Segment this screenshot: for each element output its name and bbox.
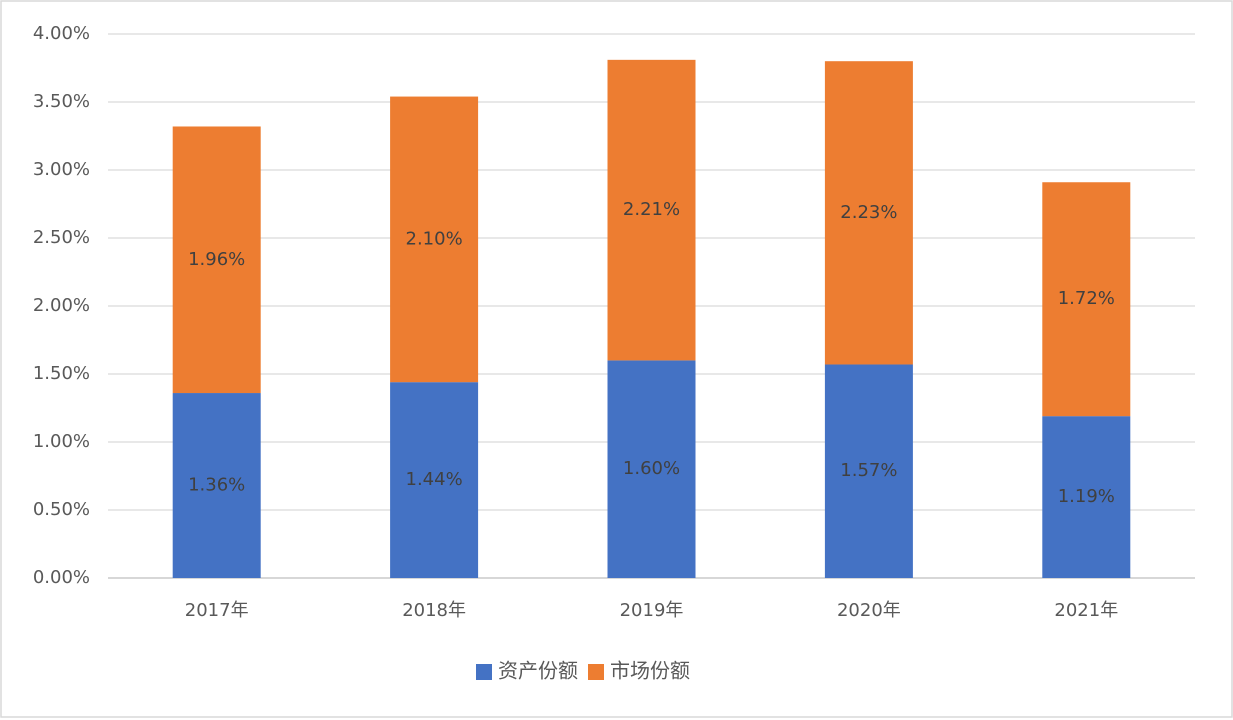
bar-segment [1042,416,1131,578]
legend-swatch [476,664,492,680]
y-tick-label: 3.00% [33,159,90,180]
x-tick-label: 2019年 [620,600,684,621]
y-tick-label: 2.00% [33,295,90,316]
data-label: 1.36% [188,475,245,496]
y-tick-label: 1.00% [33,431,90,452]
x-tick-label: 2021年 [1054,600,1118,621]
legend-label: 资产份额 [498,659,578,683]
bar-segment [607,360,696,578]
y-tick-label: 4.00% [33,23,90,44]
bar-segment [824,61,913,365]
data-label: 2.10% [406,228,463,249]
x-tick-label: 2018年 [402,600,466,621]
legend-label: 市场份额 [610,659,690,683]
data-label: 1.72% [1058,288,1115,309]
x-tick-label: 2020年 [837,600,901,621]
data-label: 2.23% [840,202,897,223]
y-tick-label: 3.50% [33,91,90,112]
x-tick-label: 2017年 [185,600,249,621]
y-tick-label: 1.50% [33,363,90,384]
legend-swatch [588,664,604,680]
bar-segment [172,393,261,578]
bar-segment [390,96,479,383]
data-label: 1.60% [623,458,680,479]
bar-segment [1042,182,1131,417]
data-label: 1.57% [840,460,897,481]
data-label: 1.96% [188,249,245,270]
data-label: 1.19% [1058,486,1115,507]
y-tick-label: 0.50% [33,499,90,520]
y-tick-label: 0.00% [33,567,90,588]
bar-segment [390,382,479,578]
y-tick-label: 2.50% [33,227,90,248]
bar-segment [607,59,696,361]
data-label: 2.21% [623,199,680,220]
bar-segment [824,364,913,578]
data-label: 1.44% [406,469,463,490]
bar-segment [172,126,261,394]
